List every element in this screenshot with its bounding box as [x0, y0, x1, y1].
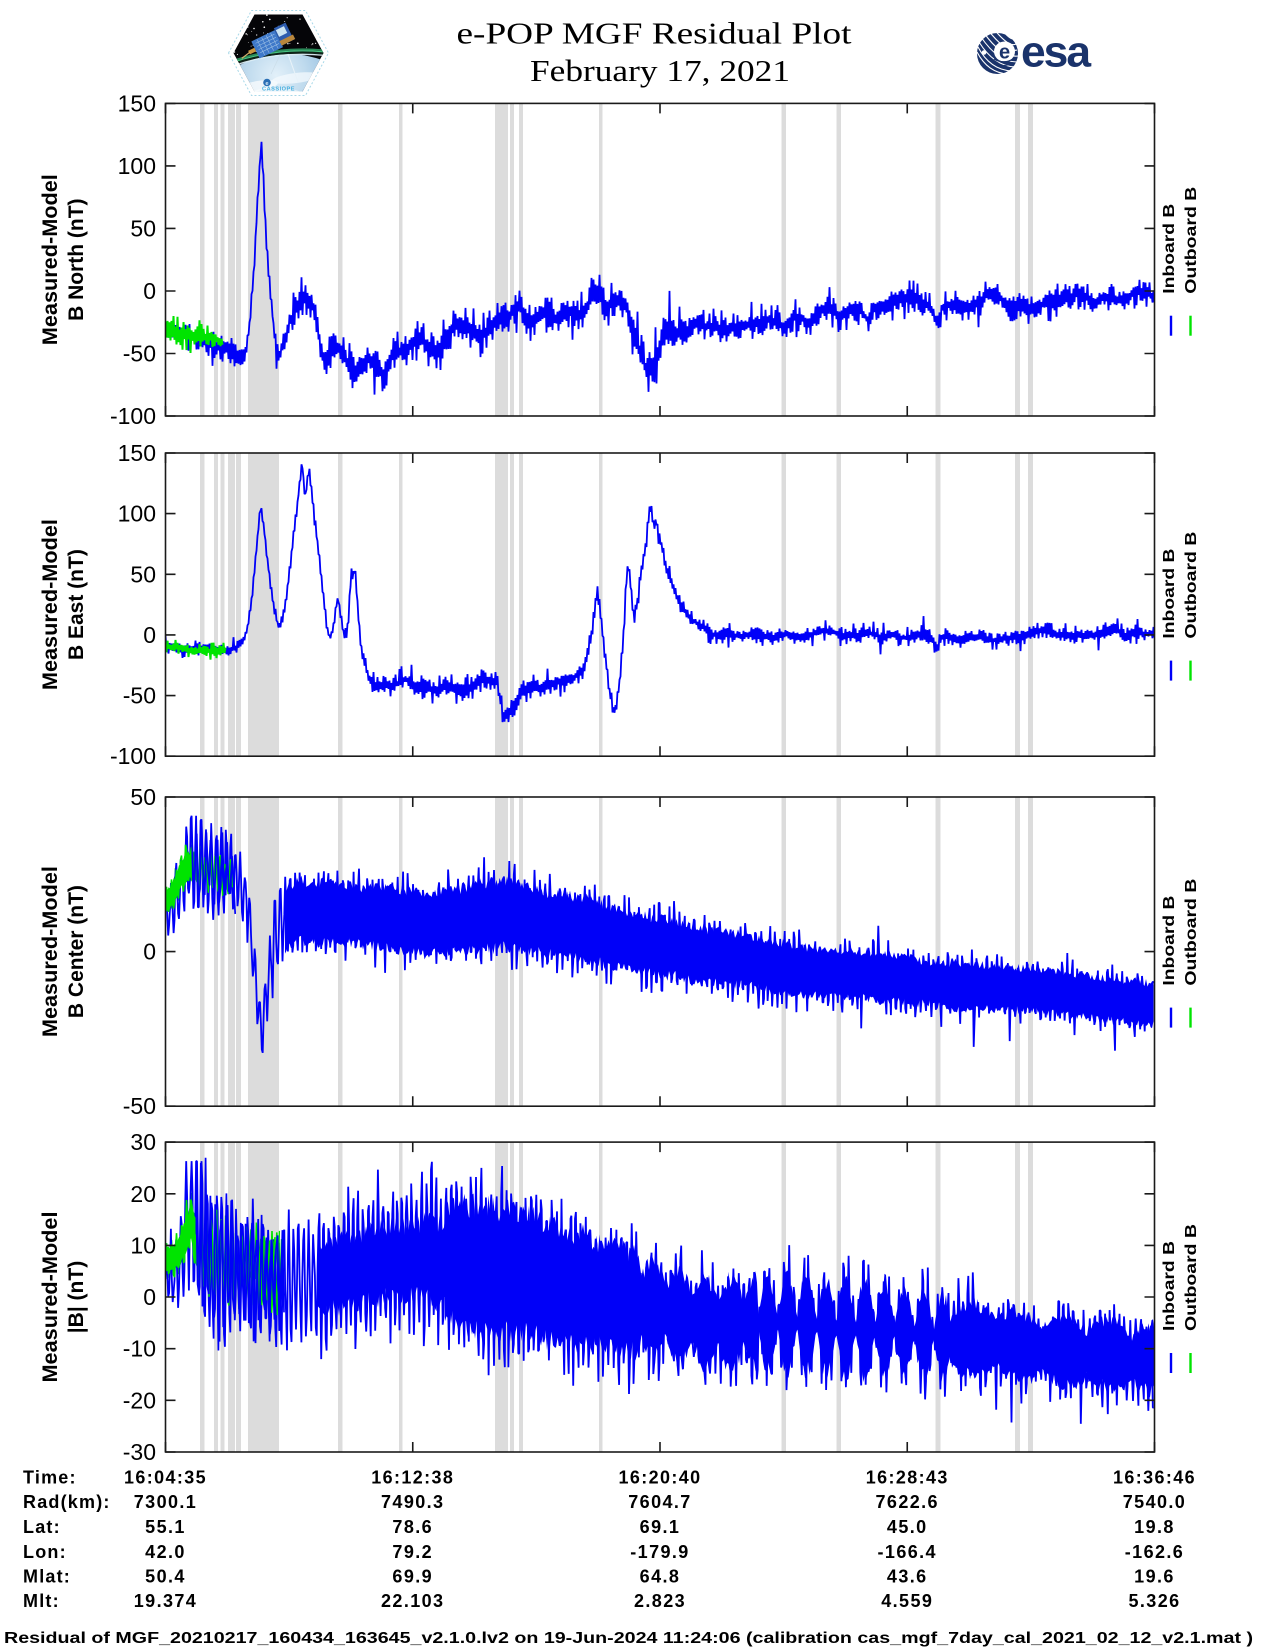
svg-text:Outboard B: Outboard B	[1183, 879, 1200, 986]
svg-text:-100: -100	[110, 403, 156, 429]
svg-text:|B| (nT): |B| (nT)	[65, 1261, 88, 1333]
svg-text:Rad(km):: Rad(km):	[23, 1492, 111, 1512]
svg-text:Inboard B: Inboard B	[1161, 204, 1178, 294]
svg-text:16:04:35: 16:04:35	[124, 1468, 207, 1488]
svg-text:esa: esa	[1021, 28, 1092, 77]
svg-text:20: 20	[130, 1181, 156, 1207]
svg-text:Measured-Model: Measured-Model	[39, 866, 62, 1037]
svg-text:-10: -10	[123, 1336, 156, 1362]
svg-text:-162.6: -162.6	[1125, 1542, 1184, 1562]
svg-text:19.8: 19.8	[1134, 1517, 1175, 1537]
svg-text:42.0: 42.0	[145, 1542, 186, 1562]
svg-text:16:12:38: 16:12:38	[371, 1468, 454, 1488]
svg-text:7300.1: 7300.1	[134, 1492, 197, 1512]
svg-text:100: 100	[118, 153, 156, 179]
svg-text:7490.3: 7490.3	[381, 1492, 444, 1512]
svg-text:150: 150	[118, 90, 156, 116]
svg-text:22.103: 22.103	[381, 1591, 444, 1611]
svg-text:50.4: 50.4	[145, 1567, 186, 1587]
svg-text:78.6: 78.6	[392, 1517, 433, 1537]
svg-text:B Center (nT): B Center (nT)	[65, 885, 88, 1018]
svg-text:0: 0	[143, 939, 156, 965]
svg-text:Inboard B: Inboard B	[1161, 549, 1178, 639]
svg-text:7622.6: 7622.6	[876, 1492, 939, 1512]
svg-text:16:28:43: 16:28:43	[866, 1468, 949, 1488]
svg-text:16:20:40: 16:20:40	[619, 1468, 702, 1488]
svg-text:4.559: 4.559	[881, 1591, 933, 1611]
svg-text:-166.4: -166.4	[878, 1542, 937, 1562]
svg-text:Measured-Model: Measured-Model	[39, 174, 62, 345]
svg-text:e: e	[999, 42, 1010, 64]
svg-text:43.6: 43.6	[887, 1567, 928, 1587]
svg-text:Outboard B: Outboard B	[1183, 187, 1200, 294]
svg-text:0: 0	[143, 1284, 156, 1310]
svg-text:Measured-Model: Measured-Model	[39, 1212, 62, 1383]
svg-text:Inboard B: Inboard B	[1161, 1241, 1178, 1331]
svg-text:Mlt:: Mlt:	[23, 1591, 60, 1611]
svg-text:55.1: 55.1	[145, 1517, 186, 1537]
svg-text:150: 150	[118, 440, 156, 466]
svg-text:45.0: 45.0	[887, 1517, 928, 1537]
svg-text:Outboard B: Outboard B	[1183, 532, 1200, 639]
svg-text:19.6: 19.6	[1134, 1567, 1175, 1587]
svg-text:-179.9: -179.9	[630, 1542, 689, 1562]
svg-text:Lon:: Lon:	[23, 1542, 67, 1562]
svg-text:69.9: 69.9	[392, 1567, 433, 1587]
svg-text:B East (nT): B East (nT)	[65, 549, 88, 660]
svg-text:7540.0: 7540.0	[1123, 1492, 1186, 1512]
svg-text:-30: -30	[123, 1439, 156, 1465]
svg-text:30: 30	[130, 1129, 156, 1155]
svg-text:Mlat:: Mlat:	[23, 1567, 71, 1587]
svg-text:0: 0	[143, 622, 156, 648]
svg-text:-100: -100	[110, 743, 156, 769]
svg-text:-20: -20	[123, 1387, 156, 1413]
svg-text:79.2: 79.2	[392, 1542, 433, 1562]
svg-text:0: 0	[143, 278, 156, 304]
svg-text:50: 50	[130, 561, 156, 587]
svg-text:February 17, 2021: February 17, 2021	[530, 53, 790, 88]
svg-text:16:36:46: 16:36:46	[1113, 1468, 1196, 1488]
svg-text:64.8: 64.8	[640, 1567, 681, 1587]
svg-text:CASSIOPE: CASSIOPE	[262, 87, 295, 93]
svg-text:2.823: 2.823	[634, 1591, 686, 1611]
svg-text:Outboard B: Outboard B	[1183, 1224, 1200, 1331]
svg-text:-50: -50	[123, 1093, 156, 1119]
svg-text:e: e	[265, 81, 269, 87]
svg-text:19.374: 19.374	[134, 1591, 197, 1611]
svg-text:-50: -50	[123, 341, 156, 367]
svg-text:50: 50	[130, 215, 156, 241]
svg-text:Time:: Time:	[23, 1468, 77, 1488]
svg-text:100: 100	[118, 501, 156, 527]
svg-text:e-POP MGF Residual Plot: e-POP MGF Residual Plot	[457, 16, 852, 51]
svg-text:B North (nT): B North (nT)	[65, 198, 88, 320]
svg-text:5.326: 5.326	[1128, 1591, 1180, 1611]
svg-text:Measured-Model: Measured-Model	[39, 519, 62, 690]
svg-text:Inboard B: Inboard B	[1161, 896, 1178, 986]
svg-text:10: 10	[130, 1232, 156, 1258]
svg-text:69.1: 69.1	[640, 1517, 681, 1537]
svg-text:50: 50	[130, 784, 156, 810]
svg-text:Lat:: Lat:	[23, 1517, 61, 1537]
svg-text:Residual of MGF_20210217_16043: Residual of MGF_20210217_160434_163645_v…	[4, 1630, 1253, 1647]
svg-text:7604.7: 7604.7	[628, 1492, 691, 1512]
svg-text:-50: -50	[123, 683, 156, 709]
